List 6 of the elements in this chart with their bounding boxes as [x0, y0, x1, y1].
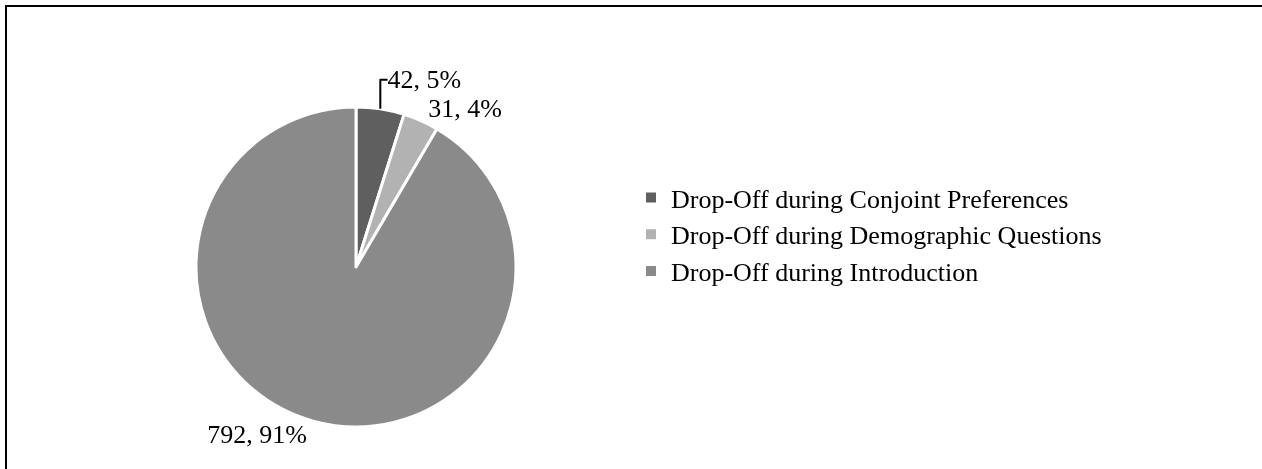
legend-label: Drop-Off during Introduction [671, 258, 979, 288]
data-label: 42, 5% [387, 65, 462, 95]
legend-label: Drop-Off during Demographic Questions [671, 221, 1102, 251]
data-label: 31, 4% [428, 94, 502, 124]
legend-label: Drop-Off during Conjoint Preferences [671, 184, 1069, 214]
data-label: 792, 91% [207, 420, 307, 450]
